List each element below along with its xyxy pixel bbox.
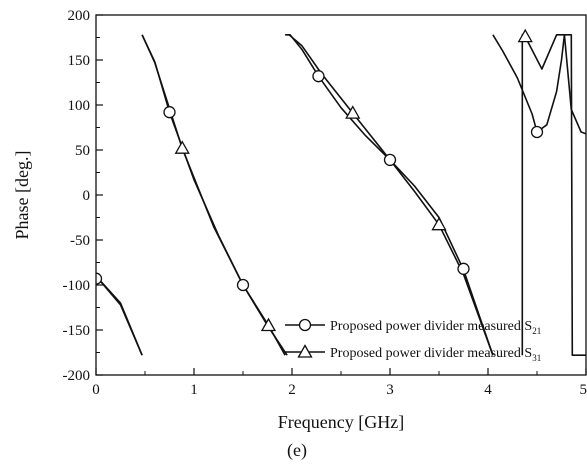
y-axis-title: Phase [deg.]: [12, 151, 32, 240]
legend-triangle-marker: [297, 344, 313, 358]
series-2-triangle-marker: [260, 317, 277, 332]
x-tick-label: 2: [288, 382, 296, 398]
series-1-circle-marker: [312, 70, 325, 83]
series-1-line-segment: [96, 275, 143, 356]
plot-markers: [96, 28, 544, 332]
x-tick-label: 0: [92, 382, 100, 398]
plot-lines: [96, 34, 586, 356]
figure-caption: (e): [287, 440, 307, 461]
legend: Proposed power divider measured S21 Propo…: [285, 318, 541, 363]
y-tick-label: 150: [68, 53, 91, 69]
y-tick-label: 50: [75, 143, 90, 159]
series-2-line-segment: [285, 34, 494, 356]
series-1-circle-marker: [457, 262, 470, 275]
axis-ticks: 0 1 2 3 4 5 -200 -150 -100 -50 0 50 100 150 200: [63, 8, 587, 398]
legend-circle-marker: [298, 318, 312, 332]
series-2-triangle-marker: [345, 105, 361, 119]
series-1-line-segment: [287, 34, 494, 356]
series-1-circle-marker: [96, 272, 103, 285]
y-tick-label: -150: [63, 323, 91, 339]
series-1-line-segment: [492, 34, 566, 133]
series-1-line-segment: [563, 34, 586, 135]
series-1-circle-marker: [530, 125, 544, 139]
x-tick-label: 4: [484, 382, 492, 398]
legend-label-1: Proposed power divider measured S21: [330, 319, 541, 336]
series-2-line-segment: [141, 34, 286, 356]
x-tick-label: 3: [386, 382, 394, 398]
y-tick-label: 100: [68, 98, 91, 114]
series-2-line-segment: [521, 34, 586, 356]
y-tick-label: 200: [68, 8, 91, 24]
x-tick-label: 1: [190, 382, 198, 398]
legend-label-2: Proposed power divider measured S31: [330, 346, 541, 363]
series-1-circle-marker: [163, 106, 176, 119]
y-tick-label: -100: [63, 278, 91, 294]
x-tick-label: 5: [580, 382, 587, 398]
series-1-circle-marker: [383, 153, 397, 167]
x-axis-title: Frequency [GHz]: [278, 412, 404, 432]
series-2-triangle-marker: [431, 216, 447, 231]
series-2-triangle-marker: [517, 28, 533, 43]
series-1-circle-marker: [236, 278, 250, 292]
series-2-line-segment: [96, 275, 143, 356]
y-tick-label: -200: [63, 368, 91, 384]
series-1-line-segment: [141, 34, 288, 356]
series-2-triangle-marker: [174, 140, 190, 154]
y-tick-label: -50: [70, 233, 90, 249]
y-tick-label: 0: [83, 188, 91, 204]
